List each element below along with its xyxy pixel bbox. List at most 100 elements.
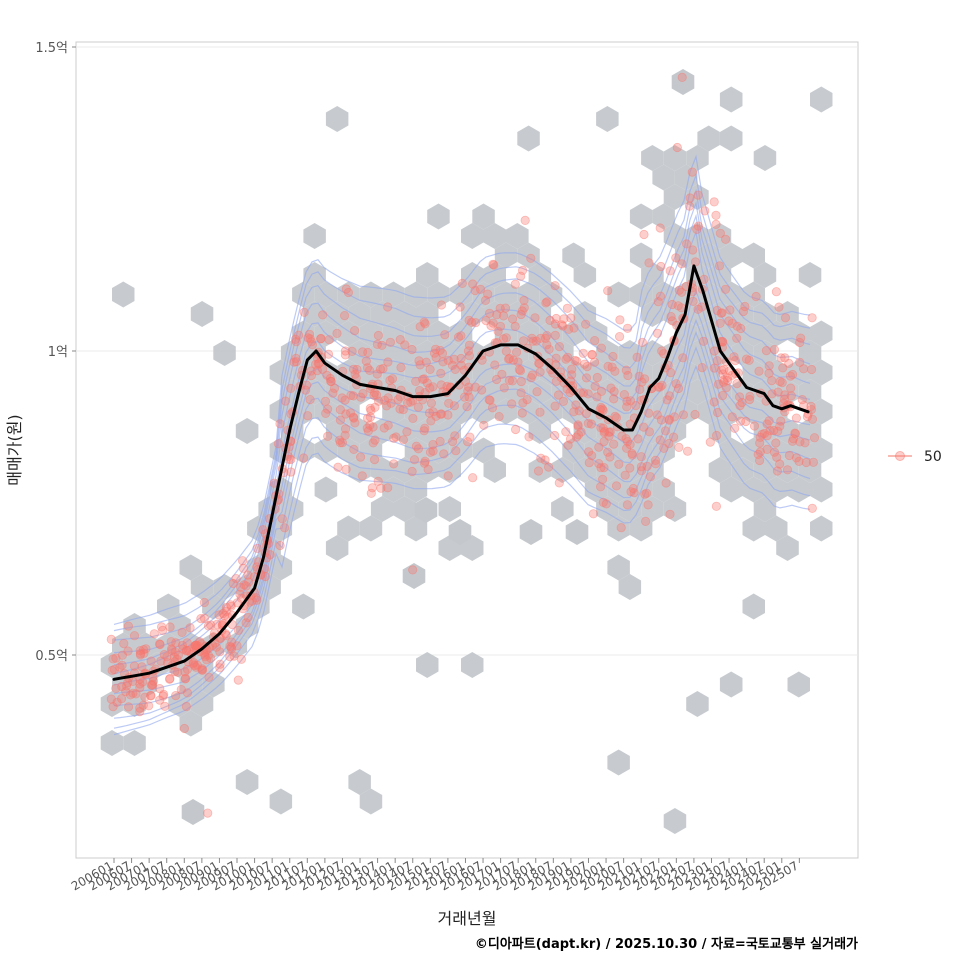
data-point — [622, 402, 632, 412]
hexbin — [190, 301, 214, 327]
data-point — [171, 638, 181, 648]
data-point — [191, 662, 201, 672]
data-point — [117, 660, 127, 670]
data-point — [431, 352, 441, 363]
data-point — [517, 265, 528, 275]
data-point — [501, 346, 511, 356]
data-point — [383, 420, 393, 430]
hexbin — [337, 359, 360, 386]
data-point — [498, 311, 509, 321]
data-point — [787, 369, 798, 380]
data-point — [171, 690, 181, 701]
data-point — [685, 193, 695, 203]
data-point — [681, 239, 692, 249]
data-point — [603, 286, 613, 296]
hexbin — [618, 340, 642, 366]
data-point — [499, 383, 509, 393]
data-point — [368, 422, 378, 432]
data-point — [369, 390, 379, 400]
data-point — [199, 613, 209, 624]
data-point — [592, 392, 602, 402]
data-point — [608, 351, 618, 362]
hexbin — [292, 593, 315, 620]
data-point — [653, 297, 663, 307]
data-point — [413, 402, 423, 412]
data-point — [507, 314, 518, 324]
data-point — [252, 543, 262, 554]
legend-point-icon — [895, 451, 905, 461]
data-point — [493, 326, 503, 336]
data-point — [573, 420, 583, 430]
data-point — [745, 391, 755, 401]
hexbin — [359, 788, 383, 815]
data-point — [535, 367, 545, 377]
hexbin — [742, 242, 765, 269]
data-point — [372, 339, 382, 349]
data-point — [193, 641, 203, 651]
hexbin — [181, 799, 205, 825]
data-point — [203, 808, 213, 818]
data-point — [607, 362, 617, 372]
data-point — [587, 349, 597, 360]
data-point — [361, 356, 371, 366]
hexbin — [404, 320, 428, 347]
data-point — [688, 296, 698, 306]
data-point — [744, 394, 755, 405]
hexbin — [483, 223, 506, 249]
data-point — [636, 462, 647, 472]
hexbin — [697, 125, 720, 152]
data-point — [184, 645, 194, 656]
data-point — [160, 701, 170, 711]
hexbin — [179, 710, 203, 737]
hexbin — [337, 398, 360, 425]
hexbin — [517, 125, 540, 152]
data-point — [626, 487, 636, 497]
hexbin — [641, 145, 664, 171]
hexbin — [416, 379, 439, 405]
data-point — [232, 641, 242, 651]
data-point — [363, 347, 373, 358]
data-point — [148, 676, 159, 686]
data-point — [713, 379, 724, 389]
density-contour — [113, 188, 811, 641]
hexbin — [674, 242, 698, 269]
data-point — [337, 438, 347, 448]
data-point — [345, 408, 356, 418]
data-point — [326, 376, 336, 387]
data-point — [775, 459, 785, 469]
data-point — [415, 360, 425, 370]
data-point — [633, 434, 643, 444]
data-point — [413, 444, 423, 454]
data-point — [610, 366, 620, 376]
data-point — [123, 646, 133, 656]
data-point — [453, 332, 464, 342]
data-point — [562, 352, 573, 362]
data-point — [678, 410, 689, 420]
density-contour — [113, 289, 811, 686]
data-point — [180, 667, 190, 677]
data-point — [169, 652, 179, 662]
data-point — [558, 396, 569, 406]
data-point — [771, 287, 782, 297]
data-point — [304, 329, 315, 339]
hexbin — [776, 418, 799, 444]
data-point — [450, 431, 460, 441]
hexbin — [449, 281, 473, 308]
data-point — [665, 266, 675, 276]
data-point — [137, 662, 147, 672]
hexbin — [708, 457, 732, 483]
data-point — [122, 681, 132, 691]
data-point — [479, 420, 489, 430]
data-point — [135, 648, 146, 659]
data-point — [241, 581, 251, 591]
data-point — [722, 373, 732, 383]
data-point — [436, 368, 446, 378]
hexbin — [607, 398, 630, 425]
data-point — [157, 622, 167, 632]
data-point — [305, 394, 315, 405]
data-point — [373, 330, 383, 341]
hexbin — [607, 515, 630, 542]
data-point — [716, 308, 726, 318]
hexbin — [528, 340, 552, 366]
